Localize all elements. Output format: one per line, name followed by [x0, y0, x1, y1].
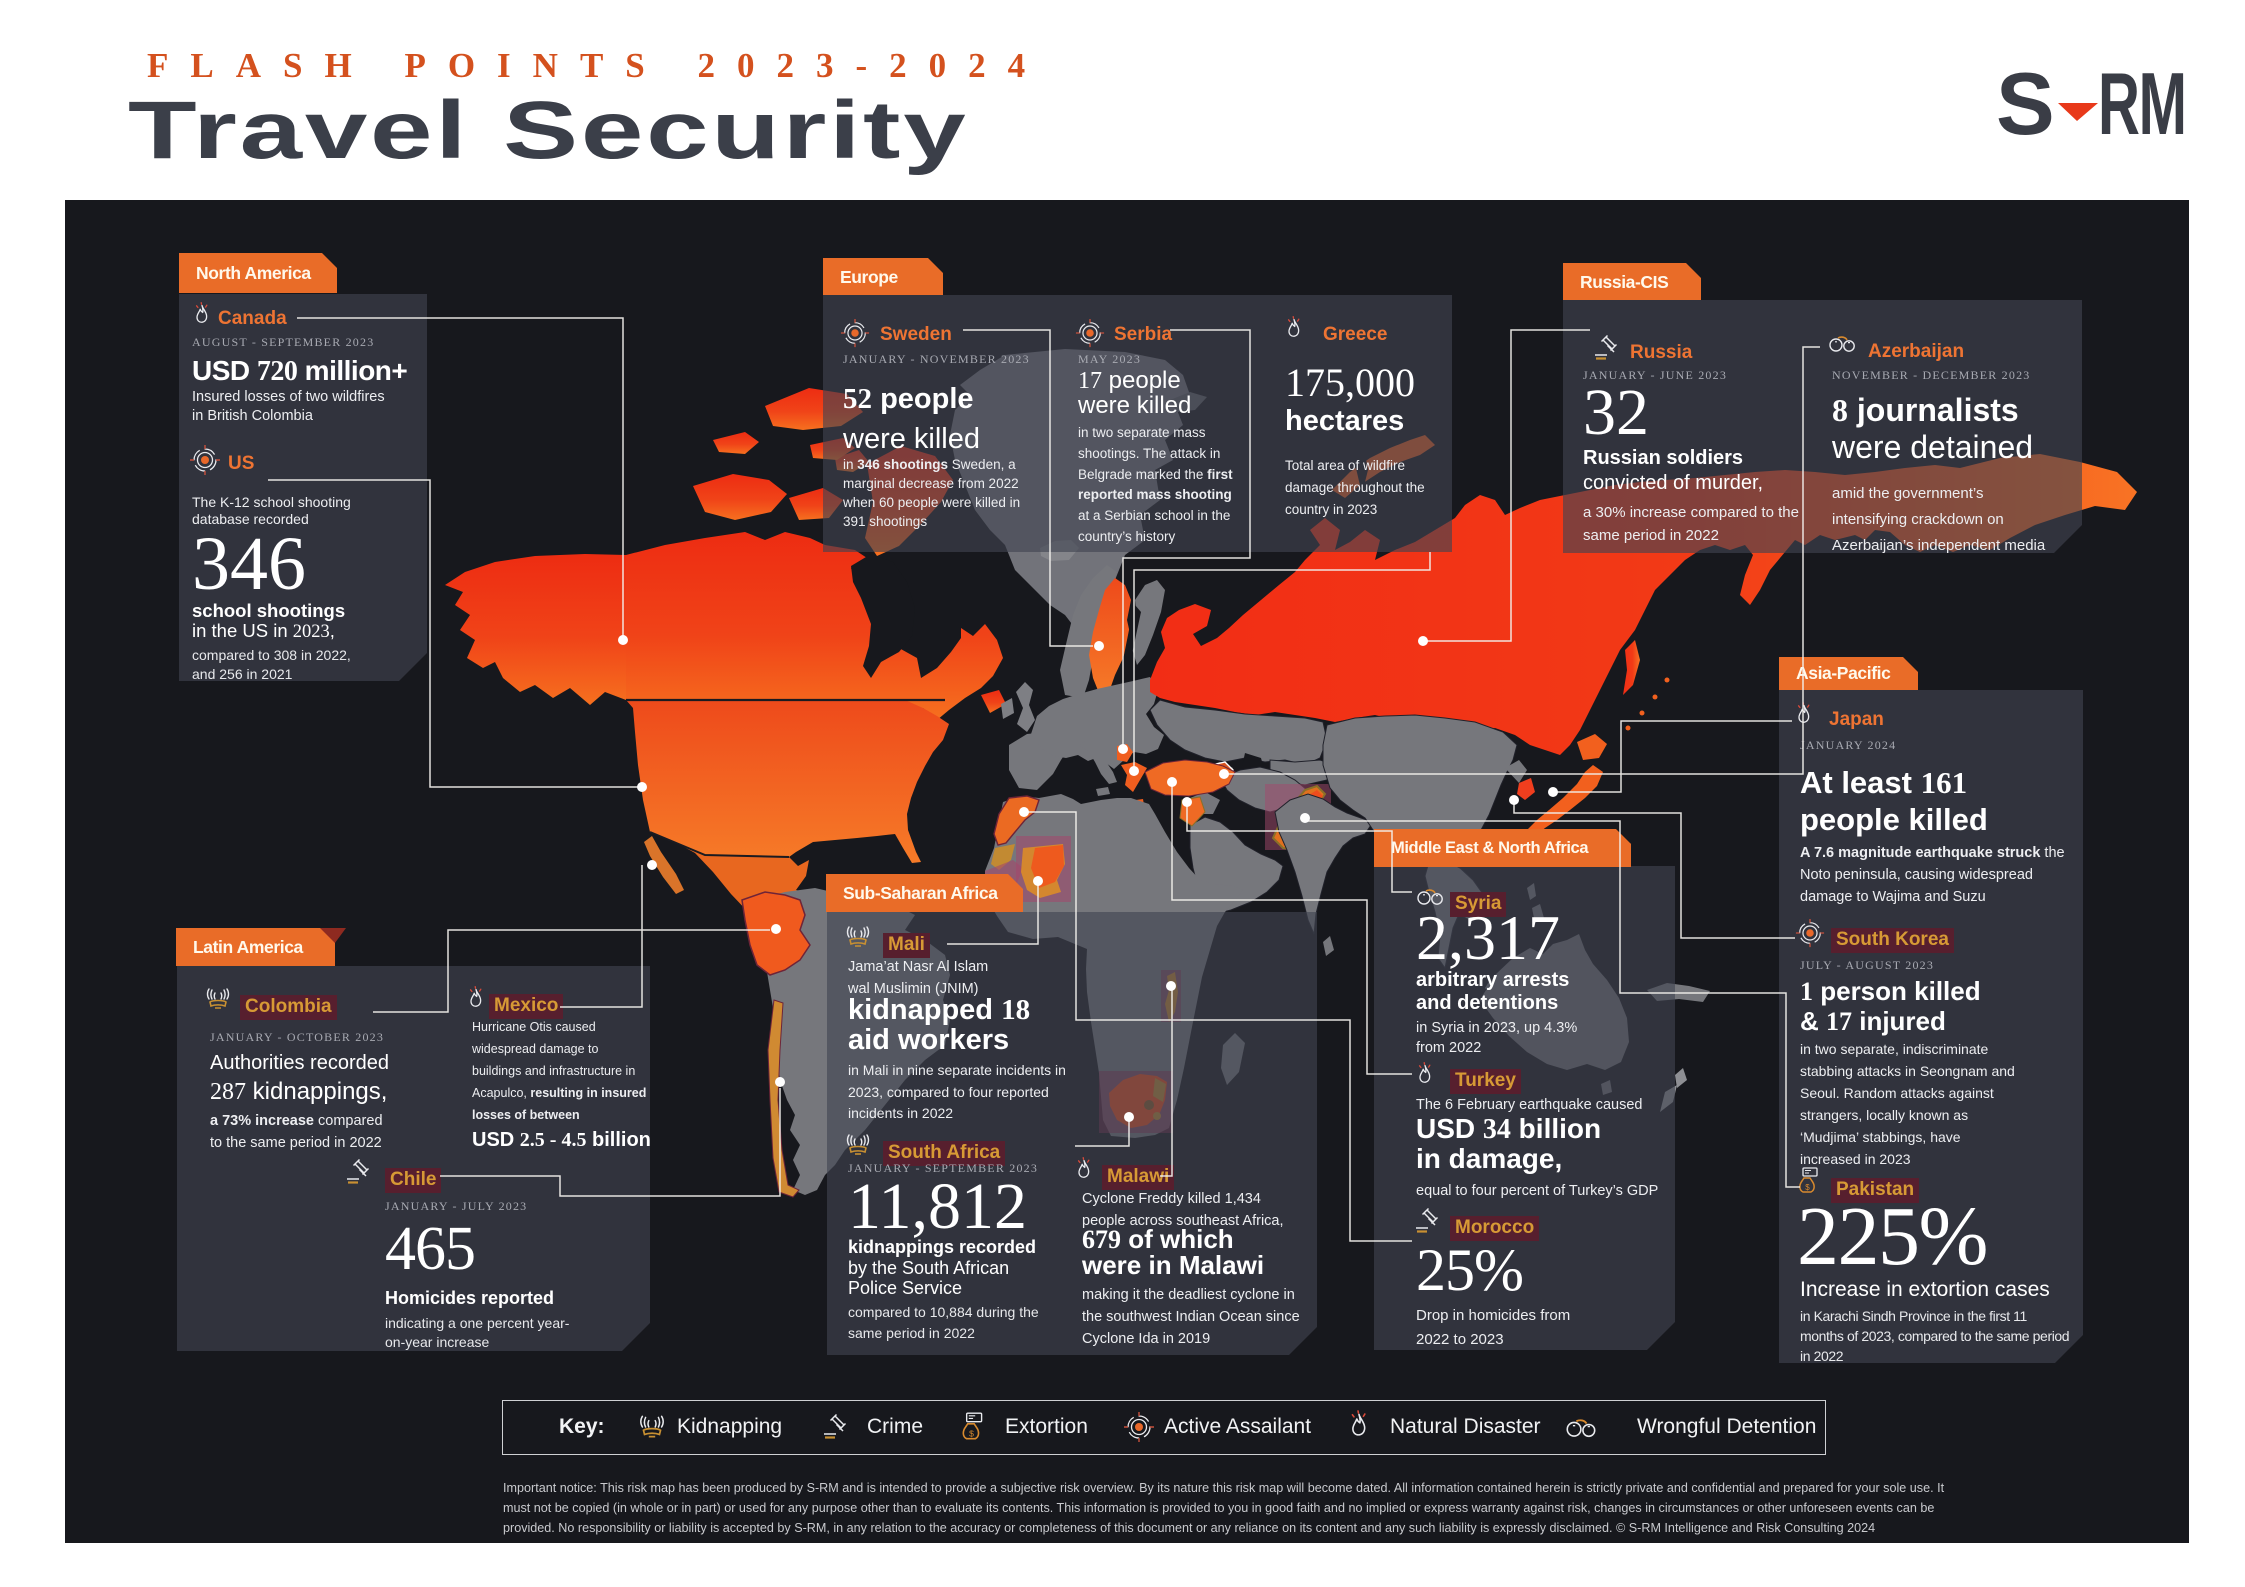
svg-text:S: S	[1998, 66, 2055, 146]
svg-text:RM: RM	[2098, 66, 2186, 146]
